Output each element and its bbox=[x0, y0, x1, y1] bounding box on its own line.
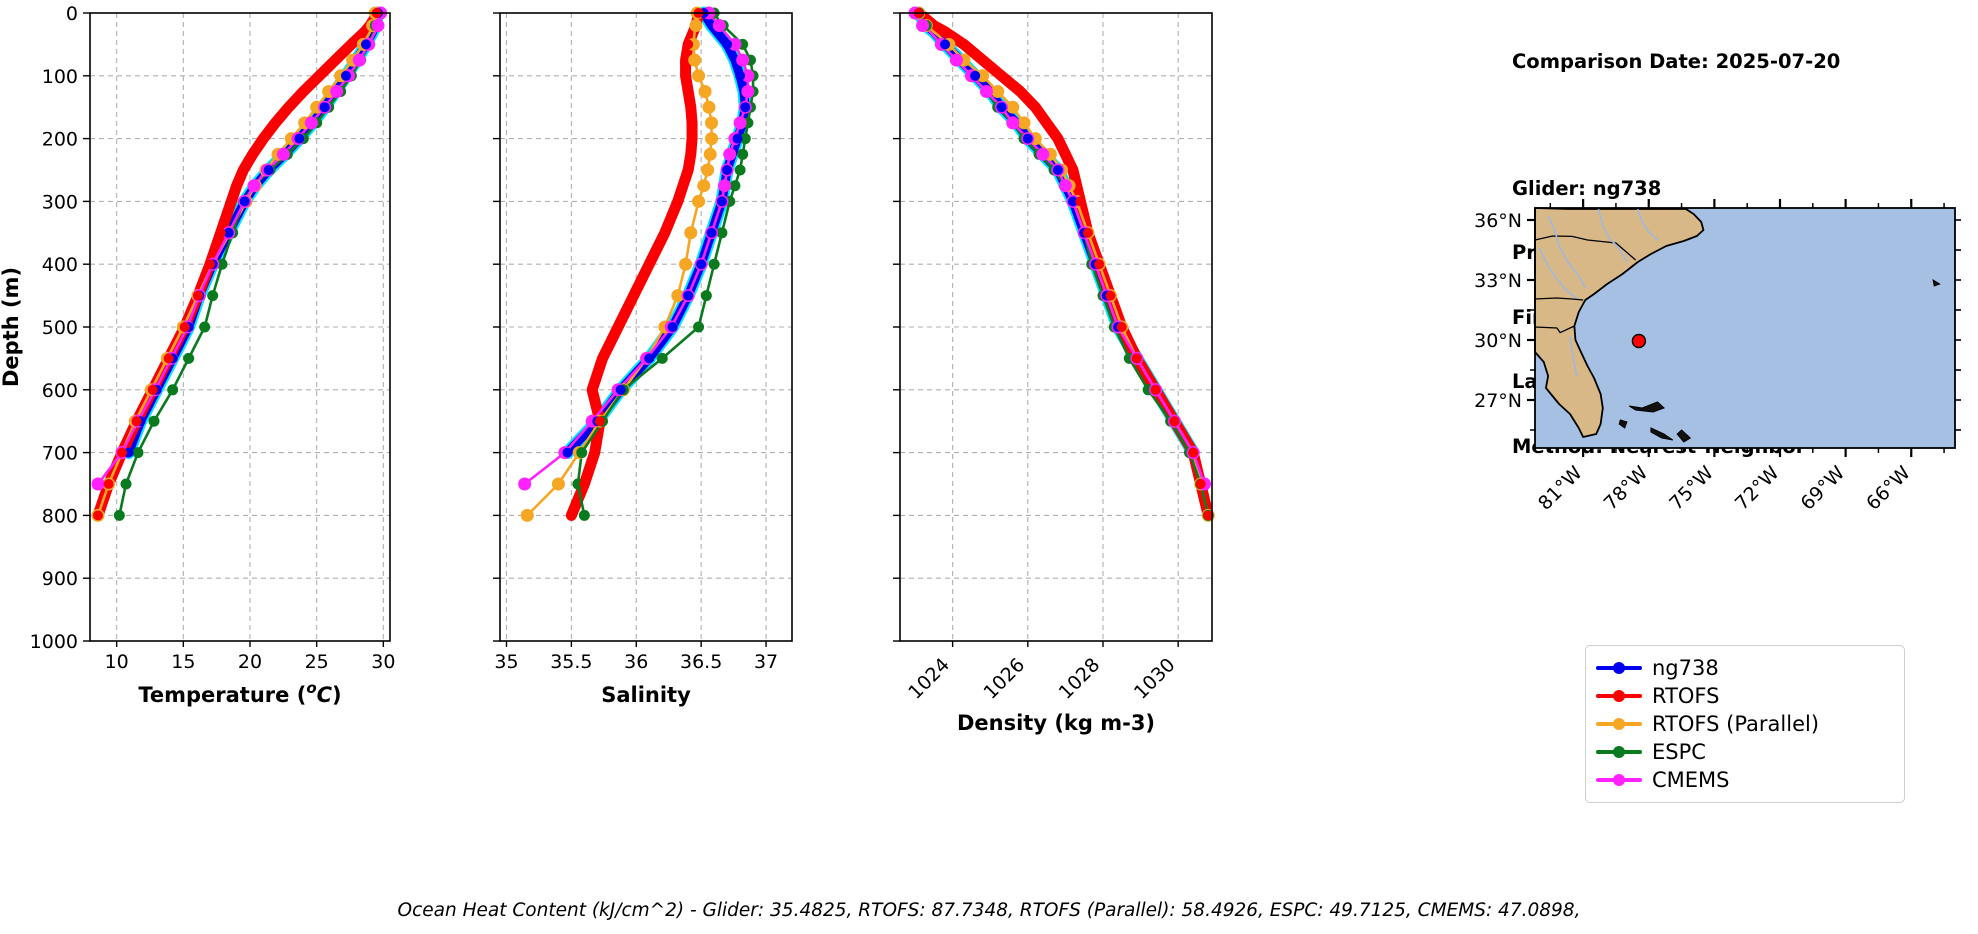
legend-item-ng738[interactable]: ng738 bbox=[1596, 654, 1894, 682]
legend-swatch-rtofs-parallel bbox=[1596, 715, 1642, 733]
ocean-heat-content-caption: Ocean Heat Content (kJ/cm^2) - Glider: 3… bbox=[397, 900, 1581, 921]
legend-label-espc: ESPC bbox=[1652, 740, 1706, 764]
x-tick-label: 35 bbox=[494, 651, 518, 673]
x-axis-label: Temperature (oC) bbox=[138, 679, 341, 707]
legend-item-espc[interactable]: ESPC bbox=[1596, 738, 1894, 766]
y-tick-label: 0 bbox=[66, 3, 78, 25]
legend-swatch-ng738 bbox=[1596, 659, 1642, 677]
y-tick-label: 700 bbox=[42, 443, 78, 465]
x-tick-label: 10 bbox=[105, 651, 129, 673]
x-tick-label: 37 bbox=[754, 651, 778, 673]
density-panel: 1024 1026 1028 1030 Density (kg m-3) bbox=[893, 0, 1300, 900]
x-tick-label: 36.5 bbox=[680, 651, 722, 673]
x-axis-label: Density (kg m-3) bbox=[957, 711, 1155, 735]
x-tick-label: 35.5 bbox=[550, 651, 592, 673]
legend: ng738 RTOFS RTOFS (Parallel) ESPC CMEMS bbox=[1585, 645, 1905, 803]
location-map-panel: 36°N 33°N 30°N 27°N 81°W 78°W 75°W 72°W 69°W 66°W bbox=[1474, 190, 1978, 630]
x-tick-label: 1028 bbox=[1055, 654, 1105, 704]
legend-label-ng738: ng738 bbox=[1652, 656, 1719, 680]
map-lat-tick-label: 27°N bbox=[1474, 390, 1522, 412]
temperature-panel: 10 15 20 25 30 0 100 200 300 400 500 600 700 800 900 10… bbox=[0, 0, 420, 900]
map-lat-tick-label: 36°N bbox=[1474, 210, 1522, 232]
location-map: 36°N 33°N 30°N 27°N 81°W 78°W 75°W 72°W 69°W 66°W bbox=[1474, 199, 1961, 515]
map-lon-tick-label: 78°W bbox=[1600, 462, 1653, 515]
y-tick-label: 900 bbox=[42, 568, 78, 590]
y-tick-label: 1000 bbox=[30, 631, 78, 653]
x-tick-label: 36 bbox=[624, 651, 648, 673]
y-tick-label: 600 bbox=[42, 380, 78, 402]
legend-label-rtofs: RTOFS bbox=[1652, 684, 1720, 708]
legend-label-cmems: CMEMS bbox=[1652, 768, 1730, 792]
y-tick-label: 100 bbox=[42, 66, 78, 88]
legend-swatch-cmems bbox=[1596, 771, 1642, 789]
y-tick-label: 200 bbox=[42, 129, 78, 151]
x-axis-label: Salinity bbox=[601, 683, 691, 707]
map-lon-tick-label: 81°W bbox=[1534, 462, 1587, 515]
glider-name: Glider: ng738 bbox=[1512, 176, 1662, 200]
y-tick-label: 300 bbox=[42, 191, 78, 213]
legend-swatch-espc bbox=[1596, 743, 1642, 761]
salinity-panel: 35 35.5 36 36.5 37 Salinity bbox=[493, 0, 860, 900]
x-tick-label: 30 bbox=[371, 651, 395, 673]
legend-swatch-rtofs bbox=[1596, 687, 1642, 705]
salinity-plot: 35 35.5 36 36.5 37 Salinity bbox=[493, 6, 793, 707]
legend-item-rtofs[interactable]: RTOFS bbox=[1596, 682, 1894, 710]
y-tick-label: 500 bbox=[42, 317, 78, 339]
x-tick-label: 20 bbox=[238, 651, 262, 673]
map-lon-tick-label: 75°W bbox=[1665, 462, 1718, 515]
map-lon-tick-label: 66°W bbox=[1862, 462, 1915, 515]
legend-item-rtofs-parallel[interactable]: RTOFS (Parallel) bbox=[1596, 710, 1894, 738]
x-tick-label: 25 bbox=[305, 651, 329, 673]
y-axis-label: Depth (m) bbox=[0, 267, 23, 387]
map-lon-tick-label: 69°W bbox=[1797, 462, 1850, 515]
y-tick-label: 400 bbox=[42, 254, 78, 276]
x-tick-label: 1026 bbox=[979, 654, 1029, 704]
info-spacer bbox=[1512, 116, 1942, 135]
x-tick-label: 1030 bbox=[1130, 654, 1180, 704]
temperature-plot: 10 15 20 25 30010020030040050060070080090010… bbox=[0, 3, 395, 707]
map-lat-tick-label: 30°N bbox=[1474, 330, 1522, 352]
glider-position-marker bbox=[1631, 333, 1647, 349]
density-plot: 1024 1026 1028 1030 Density (kg m-3) bbox=[893, 6, 1215, 735]
x-tick-label: 15 bbox=[171, 651, 195, 673]
comparison-date: Comparison Date: 2025-07-20 bbox=[1512, 50, 1841, 73]
x-tick-label: 1024 bbox=[904, 654, 954, 704]
legend-label-rtofs-parallel: RTOFS (Parallel) bbox=[1652, 712, 1820, 736]
legend-item-cmems[interactable]: CMEMS bbox=[1596, 766, 1894, 794]
map-lon-tick-label: 72°W bbox=[1731, 462, 1784, 515]
y-tick-label: 800 bbox=[42, 505, 78, 527]
map-lat-tick-label: 33°N bbox=[1474, 270, 1522, 292]
